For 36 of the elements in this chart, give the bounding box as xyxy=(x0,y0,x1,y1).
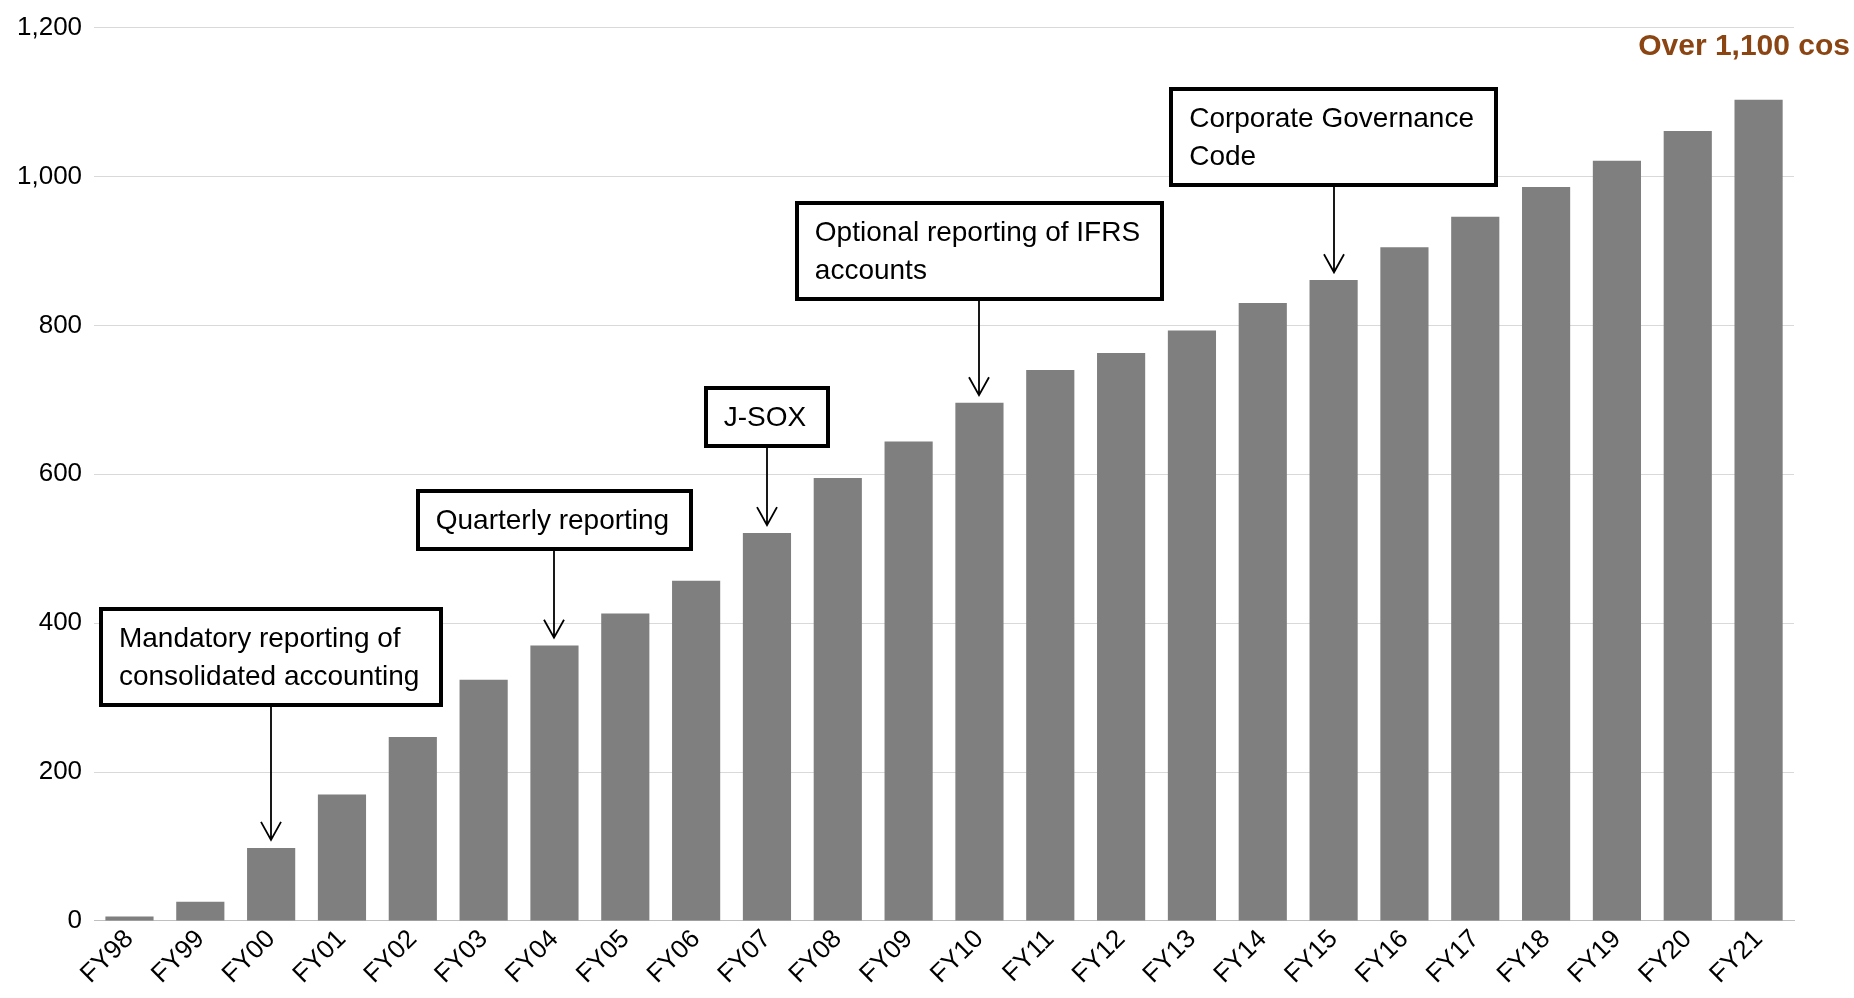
bar xyxy=(1309,279,1358,921)
bar xyxy=(884,441,933,921)
bar xyxy=(955,402,1004,921)
bar xyxy=(813,478,862,921)
y-tick-label: 400 xyxy=(38,606,83,637)
bar xyxy=(601,613,650,921)
y-tick-label: 1,200 xyxy=(16,10,83,41)
bar xyxy=(672,580,721,921)
bar xyxy=(530,645,579,921)
y-tick-label: 1,000 xyxy=(16,159,83,190)
bar xyxy=(176,901,225,921)
bar xyxy=(742,533,792,921)
bar xyxy=(1592,160,1642,921)
annotation: Over 1,100 cos xyxy=(1638,28,1850,62)
annotation: Quarterly reporting xyxy=(415,488,694,551)
y-tick-label: 200 xyxy=(38,755,83,786)
bar xyxy=(1522,186,1571,921)
bar xyxy=(1167,330,1217,921)
bar xyxy=(1097,352,1146,921)
bar xyxy=(1238,303,1287,921)
annotation: Mandatory reporting of consolidated accounting xyxy=(98,607,444,708)
y-tick-label: 600 xyxy=(38,457,83,488)
y-tick-label: 0 xyxy=(67,904,83,935)
y-tick-label: 800 xyxy=(38,308,83,339)
bar xyxy=(317,794,367,921)
bar xyxy=(1026,370,1075,921)
bar xyxy=(459,679,508,921)
annotation: Corporate Governance Code xyxy=(1169,86,1498,187)
bar xyxy=(1734,99,1783,921)
bar xyxy=(1380,247,1429,921)
annotation: Optional reporting of IFRS accounts xyxy=(794,200,1165,301)
bar xyxy=(247,848,296,921)
bar xyxy=(1663,131,1712,921)
annotation: J-SOX xyxy=(703,386,831,449)
bar xyxy=(388,737,437,921)
bar xyxy=(1451,216,1500,921)
